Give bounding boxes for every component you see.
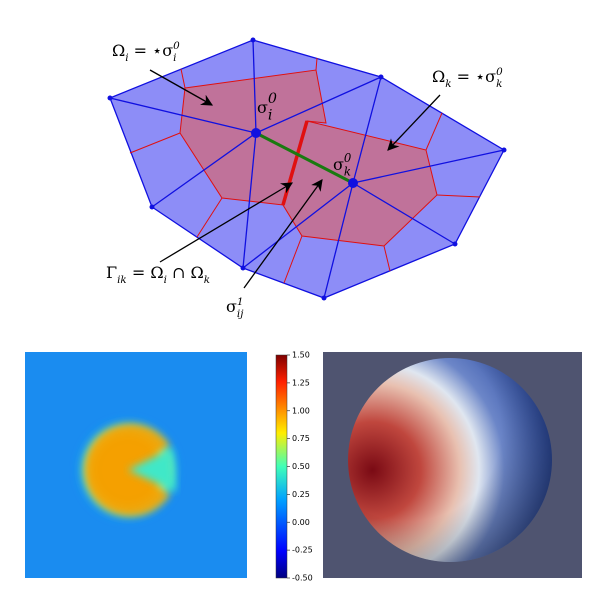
colorbar-tick-label: 1.00	[292, 406, 310, 415]
colorbar-tick-label: 0.75	[292, 434, 310, 443]
label-part: = Ω	[127, 263, 164, 282]
label-part: Ω	[112, 41, 125, 60]
colorbar-tick-label: 0.00	[292, 518, 310, 527]
colorbar-tick-label: 1.25	[292, 378, 310, 387]
label-part: i	[268, 108, 273, 124]
math-label: σi0	[257, 91, 277, 124]
label-part: = ⋆σ	[129, 41, 174, 60]
colorbar-tick-label: -0.25	[292, 546, 313, 555]
label-part: σ	[226, 297, 237, 316]
label-part: ∩ Ω	[167, 263, 204, 282]
label-part: k	[344, 164, 351, 178]
label-part: σ	[257, 98, 268, 117]
label-part: i	[164, 274, 167, 286]
label-part: Ω	[432, 67, 445, 86]
math-label: Ωi = ⋆σi0	[112, 40, 180, 64]
label-part: i	[125, 52, 128, 64]
mesh	[107, 37, 507, 301]
label-part: = ⋆σ	[452, 67, 497, 86]
math-label: σk0	[333, 151, 352, 179]
label-part: 0	[344, 151, 352, 165]
label-part: k	[496, 78, 502, 90]
label-part: 1	[237, 296, 244, 308]
label-part: 0	[496, 66, 503, 78]
heatmap-panel: 1.50 1.25 1.00 0.75 0.50 0.25 0.00 -0.25 -0.50	[25, 351, 313, 583]
label-part: σ	[333, 155, 344, 174]
math-label: Γik = Ωi ∩ Ωk	[106, 263, 210, 286]
label-part: Γ	[106, 263, 117, 282]
colorbar-tick-label: 0.50	[292, 462, 310, 471]
label-part: 0	[268, 91, 277, 107]
sphere-panel	[323, 352, 582, 578]
label-part: ik	[117, 274, 127, 286]
colorbar-tick-label: 1.50	[292, 351, 310, 360]
colorbar-tick-label: -0.50	[292, 574, 313, 583]
label-part: k	[204, 274, 210, 286]
label-part: i	[173, 52, 176, 64]
label-part: ij	[237, 308, 244, 320]
math-label: σij1	[226, 296, 244, 320]
colorbar-tick-label: 0.25	[292, 490, 310, 499]
math-label: Ωk = ⋆σk0	[432, 66, 503, 90]
label-part: k	[445, 78, 451, 90]
label-part: 0	[173, 40, 180, 52]
